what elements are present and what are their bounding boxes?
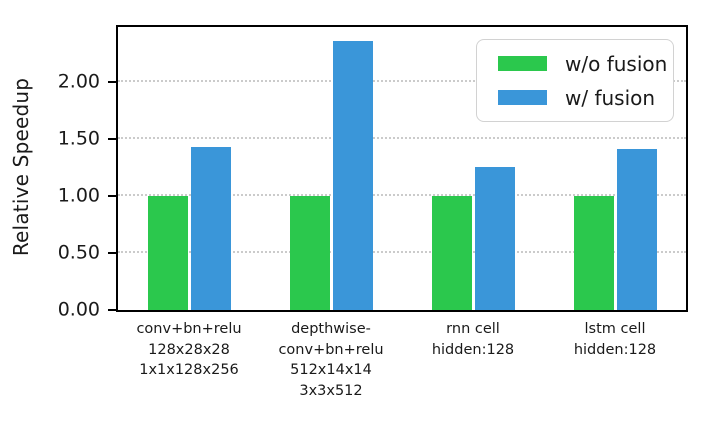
bar: [573, 195, 614, 310]
bar: [289, 195, 330, 310]
y-tick-mark: [108, 80, 117, 83]
y-tick-label: 0.00: [57, 298, 100, 321]
legend-label: w/ fusion: [565, 85, 656, 110]
bar-group: [118, 27, 260, 310]
y-tick-label: 1.50: [57, 127, 100, 150]
y-axis-label: Relative Speedup: [9, 77, 33, 257]
x-tick-label: depthwise- conv+bn+relu 512x14x14 3x3x51…: [278, 321, 384, 399]
bars: [118, 27, 686, 310]
bar-group: [260, 27, 402, 310]
bar-group: [544, 27, 686, 310]
bar: [147, 195, 188, 310]
x-tick-label: lstm cell hidden:128: [573, 321, 657, 358]
legend: w/o fusion w/ fusion: [476, 39, 674, 122]
y-tick-mark: [108, 309, 117, 311]
legend-item: w/o fusion: [498, 51, 673, 76]
legend-swatch: [498, 90, 547, 105]
y-tick-mark: [108, 194, 117, 197]
y-tick-mark: [108, 137, 117, 140]
bar: [474, 167, 515, 310]
y-tick-label: 1.00: [57, 184, 100, 207]
bar: [616, 149, 657, 310]
gridline: [118, 250, 686, 253]
legend-swatch: [498, 56, 547, 71]
bar-group: [402, 27, 544, 310]
gridline: [118, 136, 686, 139]
y-tick-mark: [108, 251, 117, 254]
gridline: [118, 193, 686, 196]
x-tick-label: rnn cell hidden:128: [431, 321, 515, 358]
legend-label: w/o fusion: [565, 51, 668, 76]
bar: [332, 40, 373, 310]
plot-area: w/o fusion w/ fusion: [116, 25, 688, 312]
bar: [190, 146, 231, 310]
legend-item: w/ fusion: [498, 85, 673, 110]
x-tick-label: conv+bn+relu 128x28x28 1x1x128x256: [136, 321, 242, 378]
gridline: [118, 79, 686, 82]
bar: [431, 195, 472, 310]
y-tick-label: 0.50: [57, 241, 100, 264]
y-tick-label: 2.00: [57, 70, 100, 93]
